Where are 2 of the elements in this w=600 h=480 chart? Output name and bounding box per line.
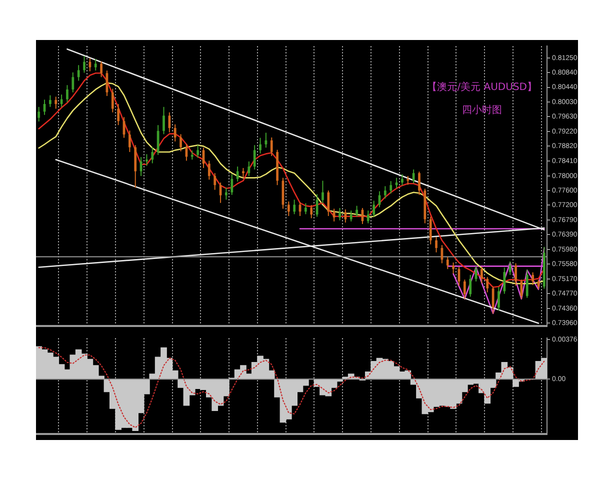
text: 四小时图 [462,104,502,116]
text: 【澳元/美元 AUDUSD】 [427,80,537,93]
